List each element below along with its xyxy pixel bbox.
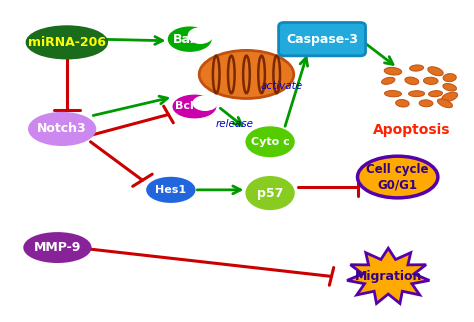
Ellipse shape: [357, 156, 438, 198]
Ellipse shape: [173, 95, 216, 118]
Text: Notch3: Notch3: [37, 122, 87, 136]
Text: release: release: [216, 119, 254, 129]
Text: Migration: Migration: [355, 270, 422, 283]
Ellipse shape: [382, 77, 395, 84]
Text: Bax: Bax: [173, 33, 199, 46]
Ellipse shape: [428, 91, 442, 97]
Ellipse shape: [29, 113, 95, 145]
Text: MMP-9: MMP-9: [34, 241, 81, 254]
Ellipse shape: [168, 27, 211, 51]
Ellipse shape: [409, 91, 425, 97]
Text: Cyto c: Cyto c: [251, 137, 290, 147]
Ellipse shape: [428, 67, 443, 76]
FancyBboxPatch shape: [279, 23, 365, 56]
Ellipse shape: [410, 65, 424, 71]
Polygon shape: [347, 248, 429, 304]
Ellipse shape: [246, 177, 294, 209]
Text: Apoptosis: Apoptosis: [373, 123, 451, 137]
Ellipse shape: [396, 99, 409, 107]
Text: activate: activate: [261, 80, 303, 91]
Ellipse shape: [384, 90, 401, 97]
Ellipse shape: [442, 92, 457, 101]
Text: Cell cycle
G0/G1: Cell cycle G0/G1: [366, 163, 429, 191]
Text: p57: p57: [257, 186, 283, 200]
Text: miRNA-206: miRNA-206: [28, 36, 106, 49]
Ellipse shape: [147, 178, 194, 202]
Ellipse shape: [192, 95, 218, 111]
Ellipse shape: [384, 67, 402, 75]
Ellipse shape: [443, 74, 456, 82]
Ellipse shape: [419, 100, 433, 107]
Ellipse shape: [188, 27, 213, 44]
Ellipse shape: [443, 83, 456, 91]
Text: Bcl-2: Bcl-2: [174, 101, 206, 111]
Text: Hes1: Hes1: [155, 185, 186, 195]
Ellipse shape: [199, 50, 294, 99]
Ellipse shape: [246, 127, 294, 156]
Ellipse shape: [24, 233, 91, 262]
Text: Caspase-3: Caspase-3: [286, 33, 358, 46]
Ellipse shape: [423, 77, 438, 84]
Ellipse shape: [405, 77, 419, 85]
Ellipse shape: [27, 26, 107, 58]
Ellipse shape: [438, 99, 453, 108]
